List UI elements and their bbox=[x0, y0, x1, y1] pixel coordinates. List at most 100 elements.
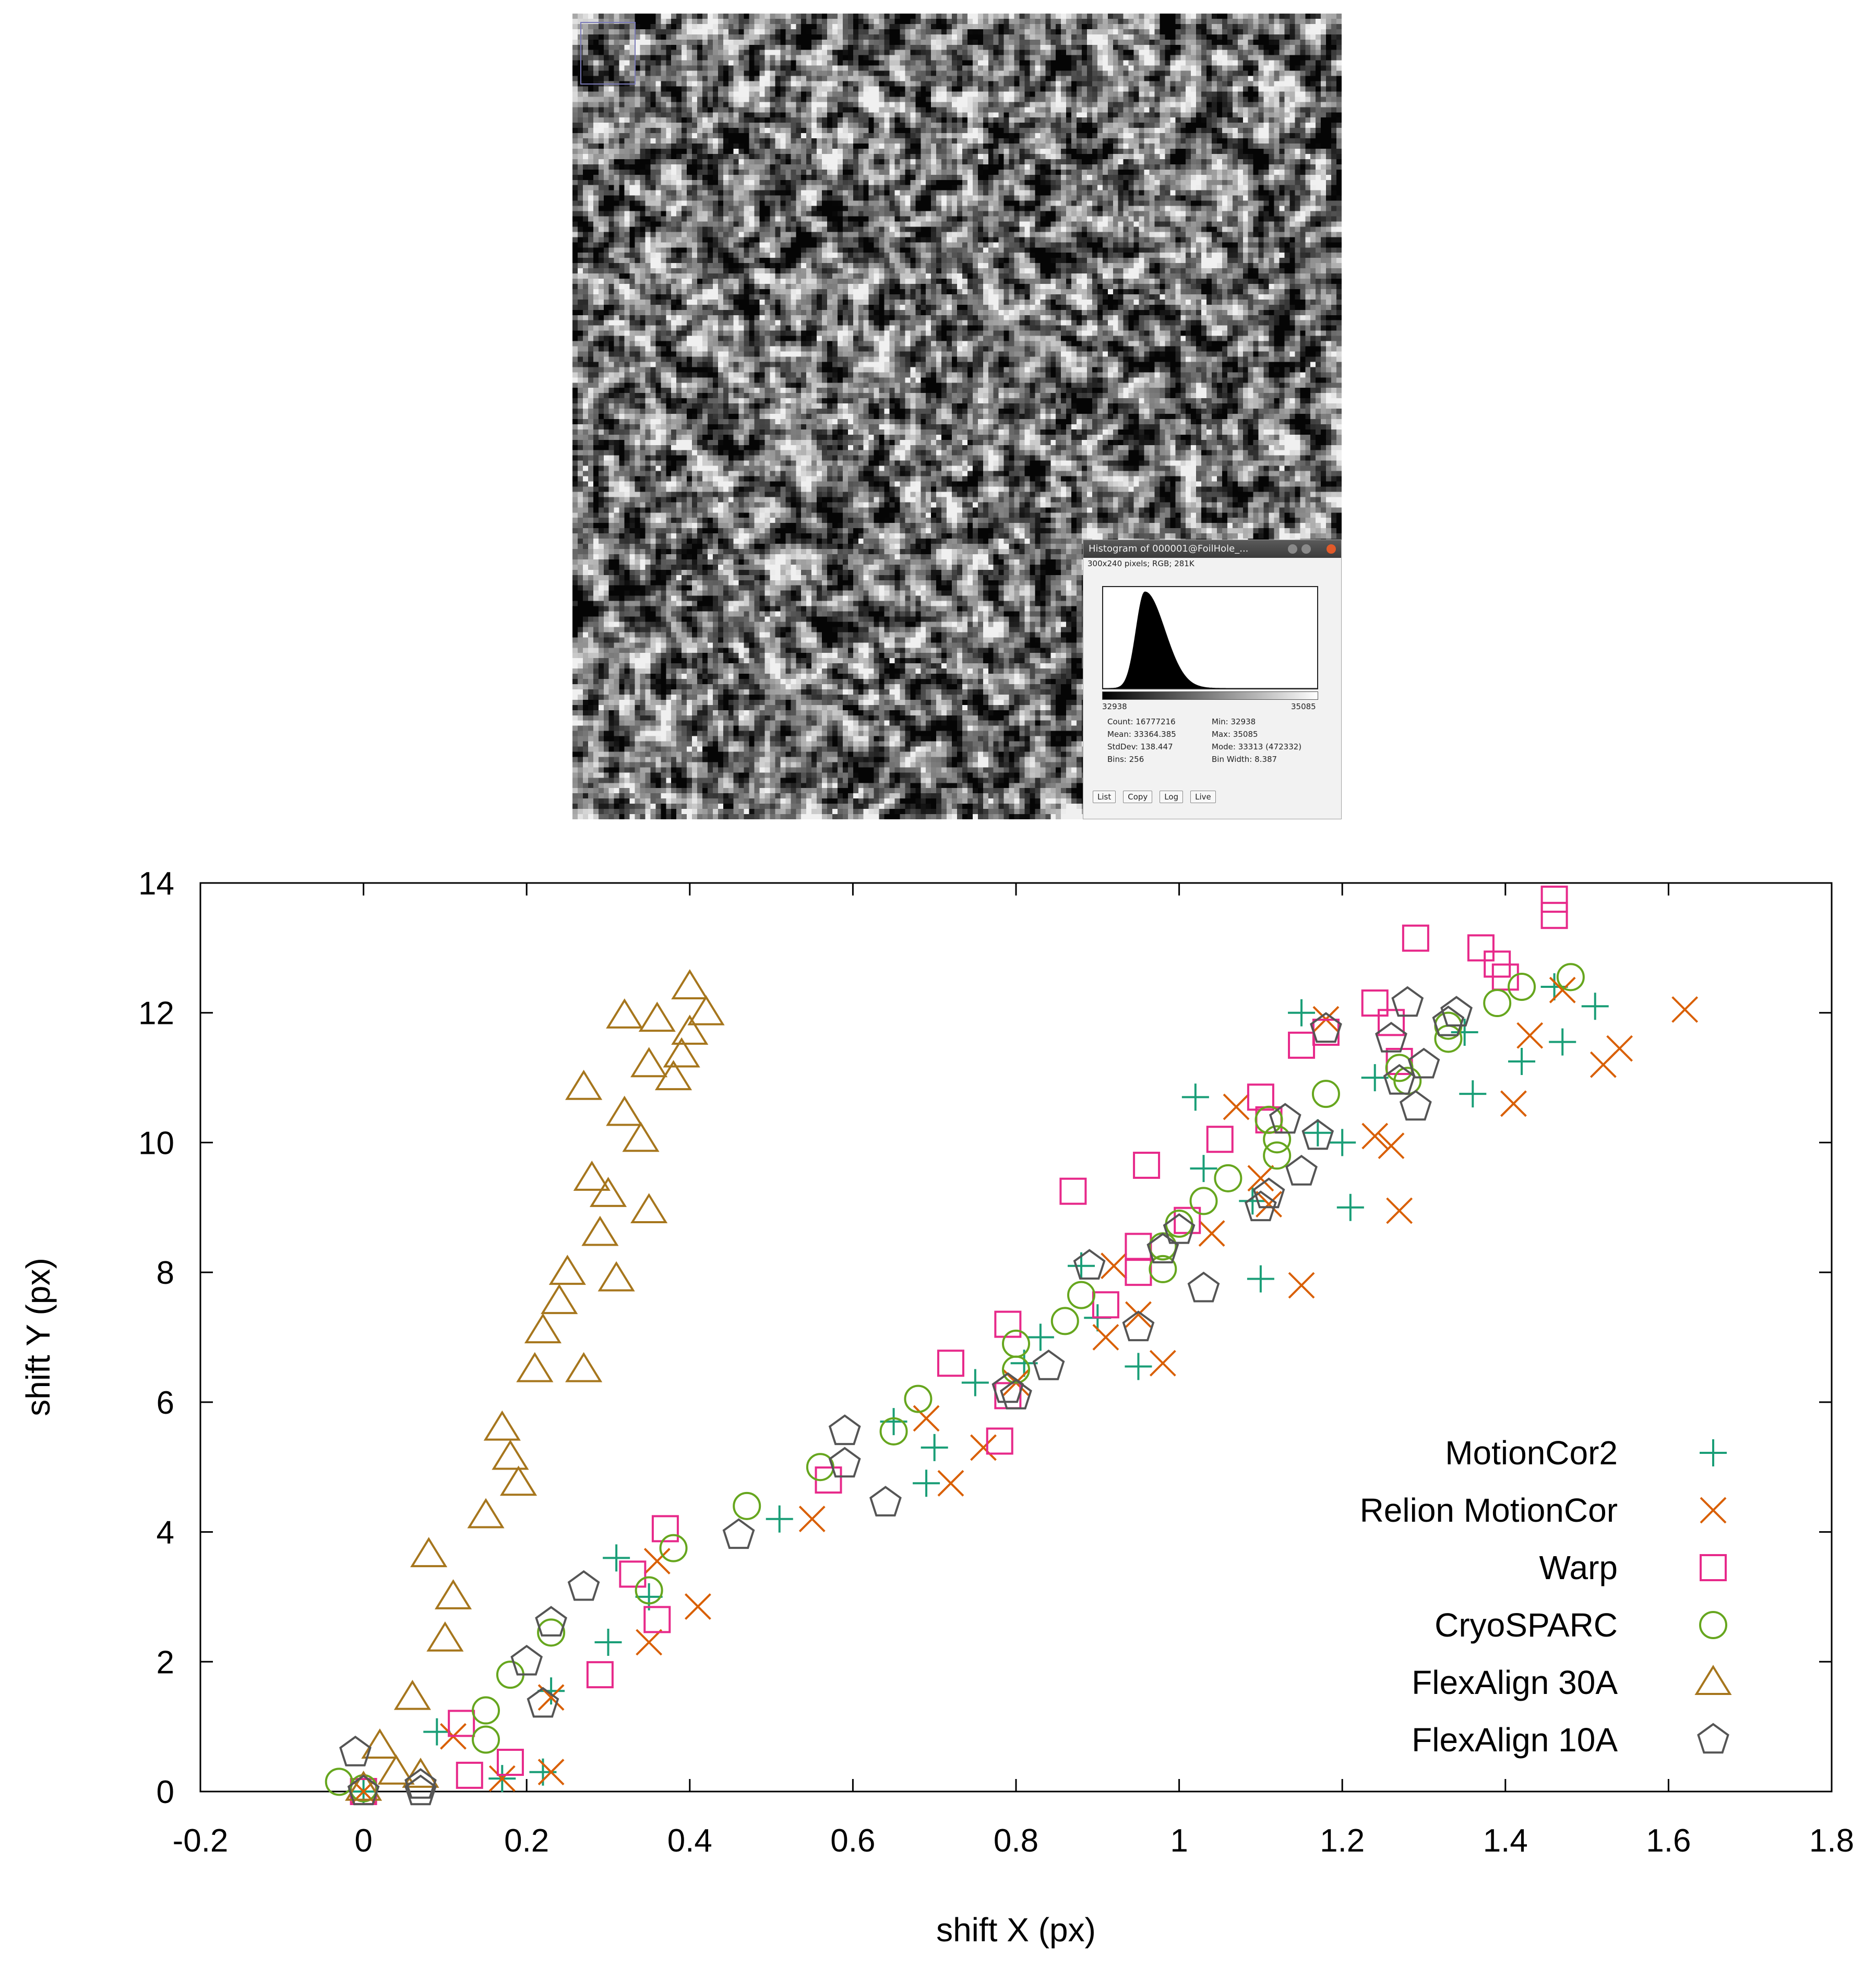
point-relion-motioncor bbox=[1256, 1191, 1282, 1217]
point-flexalign-10a bbox=[1383, 1064, 1416, 1095]
point-warp bbox=[456, 1761, 483, 1789]
point-warp bbox=[1385, 1047, 1413, 1075]
copy-button[interactable]: Copy bbox=[1123, 791, 1153, 803]
point-flexalign-30a bbox=[671, 969, 709, 999]
point-relion-motioncor bbox=[1671, 996, 1699, 1023]
histogram-axis-max: 35085 bbox=[1291, 702, 1316, 711]
point-motioncor2 bbox=[1125, 1353, 1152, 1380]
histogram-stats: Count: 16777216 Mean: 33364.385 StdDev: … bbox=[1107, 715, 1316, 766]
minimize-icon[interactable] bbox=[1288, 544, 1297, 554]
live-button[interactable]: Live bbox=[1190, 791, 1216, 803]
point-warp bbox=[1092, 1291, 1119, 1319]
point-flexalign-30a bbox=[589, 1177, 627, 1207]
point-motioncor2 bbox=[766, 1505, 793, 1533]
point-relion-motioncor bbox=[1386, 1197, 1413, 1224]
point-flexalign-10a bbox=[869, 1486, 902, 1517]
point-flexalign-30a bbox=[671, 1014, 709, 1045]
point-flexalign-10a bbox=[828, 1447, 861, 1478]
point-cryosparc bbox=[1263, 1141, 1292, 1170]
point-warp bbox=[1467, 934, 1495, 962]
point-relion-motioncor bbox=[1149, 1350, 1176, 1377]
histogram-axis-min: 32938 bbox=[1102, 702, 1127, 711]
point-warp bbox=[1125, 1233, 1152, 1260]
point-flexalign-10a bbox=[404, 1768, 437, 1799]
point-relion-motioncor bbox=[1092, 1324, 1119, 1351]
stat-mode: Mode: 33313 (472332) bbox=[1212, 742, 1302, 751]
close-icon[interactable] bbox=[1327, 544, 1336, 554]
point-warp bbox=[1133, 1151, 1161, 1179]
point-motioncor2 bbox=[1540, 973, 1568, 1000]
y-tick-label: 0 bbox=[157, 1774, 174, 1810]
point-flexalign-30a bbox=[598, 1261, 635, 1292]
point-cryosparc bbox=[1508, 972, 1536, 1001]
legend-marker-warp bbox=[1700, 1554, 1727, 1581]
point-cryosparc bbox=[1189, 1187, 1218, 1215]
point-warp bbox=[1059, 1177, 1087, 1205]
point-motioncor2 bbox=[603, 1544, 630, 1572]
point-relion-motioncor bbox=[537, 1759, 565, 1786]
point-relion-motioncor bbox=[1288, 1272, 1315, 1299]
point-relion-motioncor bbox=[937, 1470, 964, 1497]
y-axis-label: shift Y (px) bbox=[19, 1258, 57, 1416]
legend-label-warp: Warp bbox=[1539, 1549, 1618, 1586]
histogram-titlebar[interactable]: Histogram of 000001@FoilHole_... bbox=[1083, 540, 1341, 558]
point-warp bbox=[1125, 1259, 1152, 1286]
point-relion-motioncor bbox=[1516, 1022, 1544, 1049]
point-flexalign-30a bbox=[622, 1121, 660, 1152]
maximize-icon[interactable] bbox=[1301, 544, 1311, 554]
point-relion-motioncor bbox=[488, 1765, 516, 1792]
point-cryosparc bbox=[904, 1384, 933, 1413]
point-relion-motioncor bbox=[1125, 1301, 1152, 1328]
list-button[interactable]: List bbox=[1093, 791, 1116, 803]
histogram-window[interactable]: Histogram of 000001@FoilHole_... 300x240… bbox=[1083, 540, 1342, 819]
x-tick-label: 0.2 bbox=[504, 1823, 549, 1859]
point-flexalign-30a bbox=[573, 1161, 611, 1191]
histogram-title: Histogram of 000001@FoilHole_... bbox=[1089, 543, 1249, 554]
point-flexalign-30a bbox=[663, 1037, 700, 1068]
legend-label-motioncor2: MotionCor2 bbox=[1445, 1434, 1618, 1472]
point-warp bbox=[586, 1661, 614, 1689]
point-flexalign-30a bbox=[434, 1579, 472, 1609]
point-cryosparc bbox=[1149, 1255, 1177, 1283]
point-flexalign-10a bbox=[1375, 1022, 1407, 1053]
roi-selection-box[interactable] bbox=[580, 22, 636, 85]
axis-ticks: -0.2 0 0.2 0.4 0.6 0.8 1 1.2 1.4 1.6 1.8 0 2 4 6 8 10 12 1… bbox=[138, 866, 1854, 1859]
legend: MotionCor2 Relion MotionCor Warp CryoSPARC F… bbox=[1360, 1434, 1732, 1759]
point-flexalign-10a bbox=[1252, 1177, 1285, 1209]
legend-marker-flexalign-30a bbox=[1694, 1665, 1732, 1695]
point-flexalign-30a bbox=[565, 1352, 603, 1382]
legend-label-relion-motioncor: Relion MotionCor bbox=[1360, 1491, 1618, 1529]
legend-label-flexalign-10a: FlexAlign 10A bbox=[1412, 1721, 1618, 1759]
point-flexalign-10a bbox=[1073, 1249, 1106, 1280]
point-warp bbox=[1402, 924, 1429, 952]
log-button[interactable]: Log bbox=[1160, 791, 1184, 803]
stat-count: Count: 16777216 bbox=[1107, 717, 1176, 726]
x-tick-label: 0 bbox=[354, 1823, 372, 1859]
point-flexalign-30a bbox=[492, 1439, 529, 1470]
point-flexalign-30a bbox=[606, 998, 643, 1029]
point-cryosparc bbox=[1214, 1164, 1242, 1192]
point-motioncor2 bbox=[913, 1470, 940, 1497]
point-relion-motioncor bbox=[636, 1629, 663, 1656]
point-relion-motioncor bbox=[1378, 1132, 1405, 1160]
point-flexalign-10a bbox=[1163, 1213, 1196, 1244]
stat-max: Max: 35085 bbox=[1212, 730, 1258, 739]
point-warp bbox=[1206, 1126, 1234, 1153]
point-relion-motioncor bbox=[1198, 1220, 1225, 1247]
point-warp bbox=[448, 1710, 475, 1737]
point-relion-motioncor bbox=[685, 1593, 711, 1620]
point-motioncor2 bbox=[1451, 1019, 1478, 1046]
y-tick-label: 6 bbox=[157, 1385, 174, 1421]
point-relion-motioncor bbox=[913, 1405, 940, 1432]
point-motioncor2 bbox=[1288, 999, 1316, 1026]
point-flexalign-30a bbox=[524, 1313, 562, 1344]
point-flexalign-10a bbox=[1391, 986, 1424, 1017]
point-motioncor2 bbox=[635, 1583, 663, 1610]
point-cryosparc bbox=[472, 1725, 500, 1754]
point-cryosparc bbox=[879, 1417, 908, 1446]
point-warp bbox=[1540, 902, 1568, 929]
point-cryosparc bbox=[1483, 989, 1512, 1018]
point-cryosparc bbox=[1556, 963, 1585, 992]
x-tick-label: 1.4 bbox=[1483, 1823, 1528, 1859]
stat-min: Min: 32938 bbox=[1212, 717, 1256, 726]
